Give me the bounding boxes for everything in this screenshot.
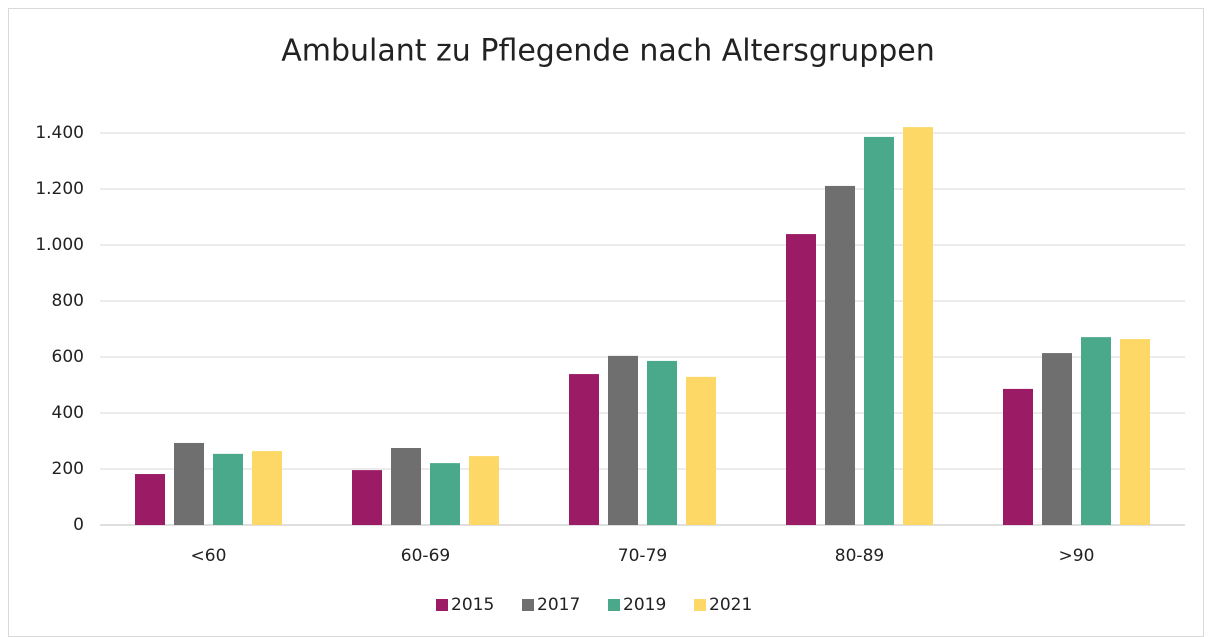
x-tick-label: 70-79 <box>618 546 667 566</box>
y-tick-label: 1.200 <box>35 179 84 199</box>
legend-label: 2015 <box>451 595 494 615</box>
y-tick-label: 400 <box>52 403 84 423</box>
legend-swatch <box>608 599 620 611</box>
bar <box>213 453 243 525</box>
legend-swatch <box>694 599 706 611</box>
x-tick-label: 60-69 <box>401 546 450 566</box>
legend-label: 2019 <box>623 595 666 615</box>
legend-swatch <box>436 599 448 611</box>
y-tick-label: 600 <box>52 347 84 367</box>
legend-label: 2021 <box>709 595 752 615</box>
bar <box>252 451 282 525</box>
bar <box>1042 353 1072 525</box>
bar <box>786 234 816 525</box>
bar <box>1003 388 1033 525</box>
y-tick-label: 1.400 <box>35 123 84 143</box>
legend-label: 2017 <box>537 595 580 615</box>
bar <box>174 442 204 525</box>
y-tick-label: 0 <box>73 515 84 535</box>
bar <box>569 374 599 525</box>
bar <box>469 456 499 525</box>
bar <box>686 376 716 525</box>
bar <box>864 136 894 526</box>
x-tick-label: <60 <box>191 546 227 566</box>
legend-swatch <box>522 599 534 611</box>
bar <box>903 127 933 526</box>
x-tick-label: >90 <box>1059 546 1095 566</box>
bar <box>430 463 460 525</box>
x-tick-label: 80-89 <box>835 546 884 566</box>
y-tick-label: 800 <box>52 291 84 311</box>
bar <box>352 470 382 525</box>
bar <box>1120 339 1150 525</box>
y-tick-label: 200 <box>52 459 84 479</box>
bar <box>647 360 677 525</box>
chart-title: Ambulant zu Pflegende nach Altersgruppen <box>281 34 935 69</box>
bar <box>1081 337 1111 525</box>
bar <box>608 355 638 525</box>
chart-border <box>8 8 1204 637</box>
bar <box>825 185 855 526</box>
y-tick-label: 1.000 <box>35 235 84 255</box>
bar <box>135 474 165 525</box>
bar <box>391 448 421 525</box>
